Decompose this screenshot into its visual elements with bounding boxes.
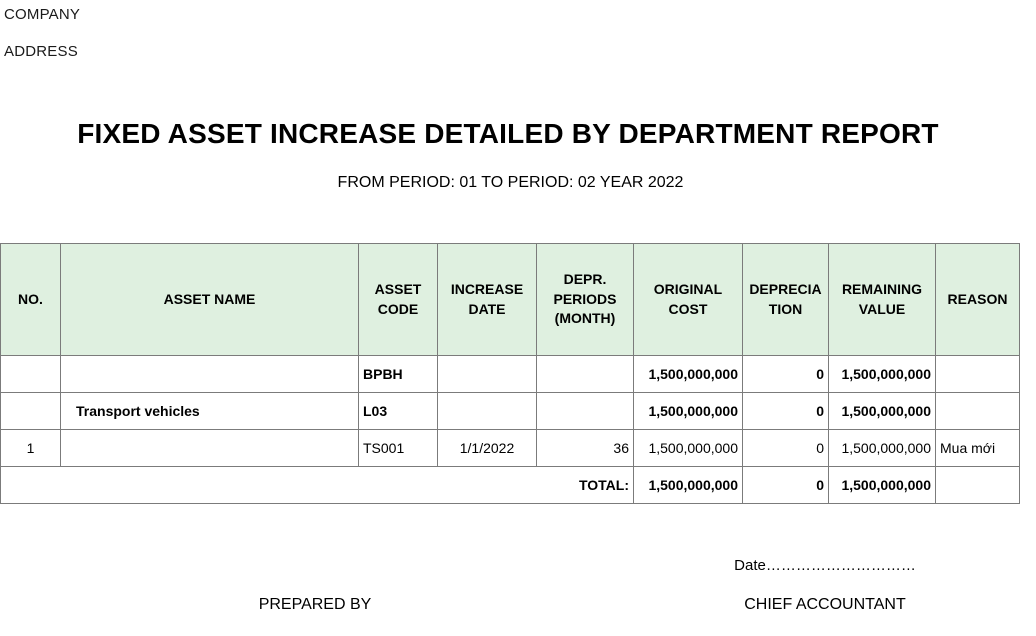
table-row-total: TOTAL: 1,500,000,000 0 1,500,000,000 [0,466,1020,504]
cell-asset-code: L03 [358,392,438,430]
cell-reason [935,392,1020,430]
chief-accountant-label: CHIEF ACCOUNTANT [744,596,906,613]
table-row-asset-ts001: 1 TS001 1/1/2022 36 1,500,000,000 0 1,50… [0,429,1020,467]
cell-remaining-value: 1,500,000,000 [828,355,936,393]
header-original-cost: ORIGINAL COST [633,243,743,356]
report-subtitle: FROM PERIOD: 01 TO PERIOD: 02 YEAR 2022 [337,174,684,191]
signature-date-line: Date………………………… [734,557,916,574]
total-reason-cell [935,466,1020,504]
cell-no [0,355,61,393]
header-remaining-value: REMAINING VALUE [828,243,936,356]
company-label: COMPANY [4,6,81,23]
cell-asset-name [60,355,359,393]
cell-depr-periods: 36 [536,429,634,467]
cell-depreciation: 0 [742,355,829,393]
table-header-row: NO. ASSET NAME ASSET CODE INCREASE DATE … [0,243,1020,356]
cell-increase-date [437,355,537,393]
fixed-asset-table: NO. ASSET NAME ASSET CODE INCREASE DATE … [0,243,1020,504]
header-depreciation: DEPRECIATION [742,243,829,356]
header-depr-periods: DEPR. PERIODS (MONTH) [536,243,634,356]
cell-depreciation: 0 [742,429,829,467]
cell-original-cost: 1,500,000,000 [633,355,743,393]
cell-depr-periods [536,392,634,430]
total-remaining-value: 1,500,000,000 [828,466,936,504]
cell-increase-date: 1/1/2022 [437,429,537,467]
cell-original-cost: 1,500,000,000 [633,429,743,467]
table-row-group-l03: Transport vehicles L03 1,500,000,000 0 1… [0,392,1020,430]
cell-asset-code: BPBH [358,355,438,393]
total-label-cell: TOTAL: [0,466,634,504]
cell-asset-name [60,429,359,467]
cell-original-cost: 1,500,000,000 [633,392,743,430]
cell-depreciation: 0 [742,392,829,430]
total-depreciation: 0 [742,466,829,504]
cell-remaining-value: 1,500,000,000 [828,429,936,467]
cell-depr-periods [536,355,634,393]
total-original-cost: 1,500,000,000 [633,466,743,504]
cell-increase-date [437,392,537,430]
cell-asset-code: TS001 [358,429,438,467]
report-title: FIXED ASSET INCREASE DETAILED BY DEPARTM… [77,118,939,149]
cell-no [0,392,61,430]
header-asset-code: ASSET CODE [358,243,438,356]
cell-no: 1 [0,429,61,467]
header-reason: REASON [935,243,1020,356]
cell-remaining-value: 1,500,000,000 [828,392,936,430]
cell-asset-name: Transport vehicles [60,392,359,430]
cell-reason [935,355,1020,393]
header-asset-name: ASSET NAME [60,243,359,356]
cell-reason: Mua mới [935,429,1020,467]
prepared-by-label: PREPARED BY [258,596,372,613]
header-no: NO. [0,243,61,356]
table-row-group-bpbh: BPBH 1,500,000,000 0 1,500,000,000 [0,355,1020,393]
address-label: ADDRESS [4,43,78,60]
header-increase-date: INCREASE DATE [437,243,537,356]
